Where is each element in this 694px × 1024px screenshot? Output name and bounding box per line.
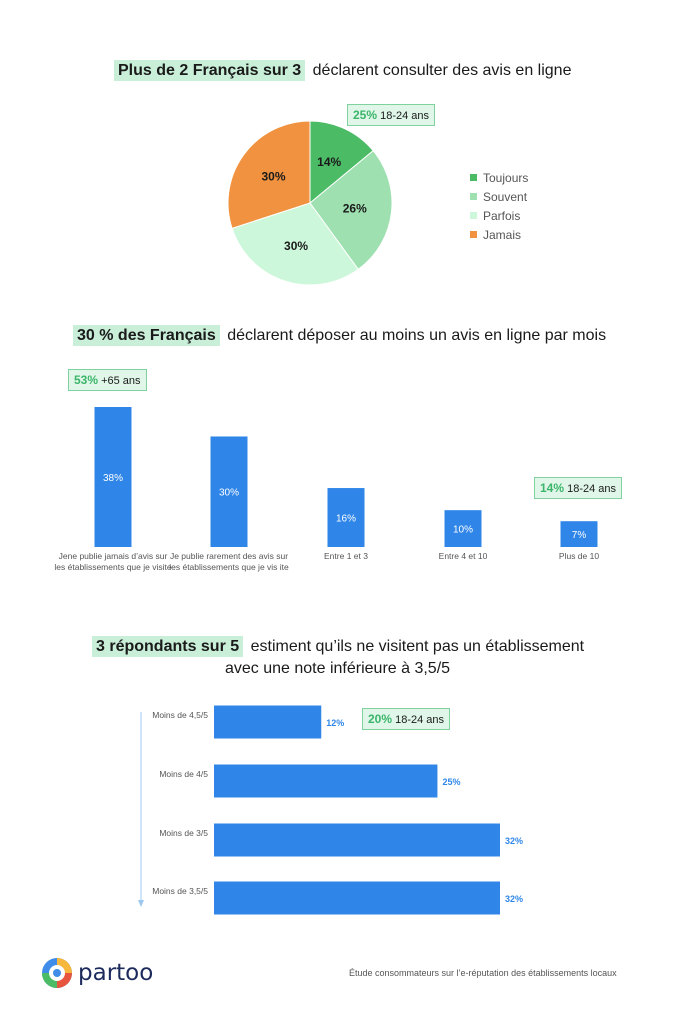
hbar-data-label: 32% <box>505 836 523 846</box>
hbar-data-label: 25% <box>442 777 460 787</box>
legend-item: Toujours <box>470 168 528 187</box>
section3-heading: 3 répondants sur 5 estiment qu’ils ne vi… <box>92 636 585 657</box>
bar-category-label: Plus de 10 <box>558 551 600 561</box>
hbar <box>214 764 438 798</box>
hbar <box>214 823 500 857</box>
horizontal-bar-categories: Moins de 4,5/5 Moins de 4/5 Moins de 3/5 Mo… <box>150 700 210 930</box>
bar-data-label: 38% <box>103 473 123 484</box>
section2-badge-65: 53% +65 ans <box>68 369 147 391</box>
bar-data-label: 7% <box>572 530 587 541</box>
section2-heading: 30 % des Français déclarent déposer au m… <box>73 325 607 346</box>
badge-value: 14% <box>540 481 565 495</box>
legend-label: Souvent <box>483 189 528 204</box>
badge-value: 25% <box>353 108 378 122</box>
hbar-category-label: Moins de 3,5/5 <box>152 886 208 896</box>
pie-data-label: 30% <box>284 239 308 253</box>
legend-swatch <box>470 174 477 181</box>
bar-data-label: 16% <box>336 514 356 525</box>
hbar <box>214 881 500 915</box>
legend-swatch <box>470 212 477 219</box>
pie-slice-toujours <box>309 120 374 205</box>
footer-caption: Étude consommateurs sur l’e-réputation d… <box>349 968 617 978</box>
section1-highlight: Plus de 2 Français sur 3 <box>114 60 306 81</box>
bar <box>94 407 132 547</box>
bar <box>560 521 598 547</box>
vertical-bar-categories: Jene publie jamais d’avis sur les établi… <box>40 551 660 591</box>
section1-heading: Plus de 2 Français sur 3 déclarent consu… <box>114 60 572 81</box>
badge-text: 18-24 ans <box>380 110 430 122</box>
section3-text-line1: estiment qu’ils ne visitent pas un établ… <box>250 638 585 655</box>
pie-data-label: 14% <box>317 155 341 169</box>
section3-heading-line2: avec une note inférieure à 3,5/5 <box>225 660 451 677</box>
pie-legend: Toujours Souvent Parfois Jamais <box>470 168 528 244</box>
badge-text: 18-24 ans <box>567 483 617 495</box>
bar-category-label: Je publie rarement des avis sur les étab… <box>169 551 289 572</box>
pie-data-label: 26% <box>343 202 367 216</box>
hbar-data-label: 12% <box>326 718 344 728</box>
partoo-brand: partoo <box>78 960 154 986</box>
legend-item: Jamais <box>470 225 528 244</box>
legend-swatch <box>470 193 477 200</box>
badge-value: 53% <box>74 373 99 387</box>
section3-badge: 20% 18-24 ans <box>362 708 451 730</box>
pie-slice-souvent <box>309 150 393 271</box>
pie-data-label: 30% <box>261 169 285 183</box>
trend-arrow <box>138 712 144 907</box>
bar-category-label: Jene publie jamais d’avis sur les établi… <box>54 551 172 572</box>
legend-item: Parfois <box>470 206 528 225</box>
hbar <box>214 705 322 739</box>
section1-badge: 25% 18-24 ans <box>347 104 436 126</box>
bar-category-label: Entre 4 et 10 <box>438 551 488 561</box>
bar-category-label: Entre 1 et 3 <box>324 551 368 561</box>
section3-highlight: 3 répondants sur 5 <box>92 636 244 657</box>
hbar-category-label: Moins de 4,5/5 <box>152 710 208 720</box>
bar <box>444 510 482 547</box>
section1-text: déclarent consulter des avis en ligne <box>312 62 572 79</box>
bar <box>327 488 365 547</box>
pie-chart: 14% 26% 30% 30% <box>227 120 393 286</box>
partoo-logo-icon <box>42 958 72 988</box>
badge-value: 20% <box>368 712 393 726</box>
pie-slice-parfois <box>231 202 359 286</box>
partoo-logo: partoo <box>40 956 153 990</box>
legend-label: Toujours <box>483 170 529 185</box>
bar-data-label: 10% <box>453 525 473 536</box>
hbar-data-label: 32% <box>505 894 523 904</box>
hbar-category-label: Moins de 4/5 <box>159 769 208 779</box>
pie-slice-jamais <box>227 120 311 229</box>
legend-label: Parfois <box>483 208 521 223</box>
badge-text: +65 ans <box>101 375 141 387</box>
bar <box>210 436 248 547</box>
legend-label: Jamais <box>483 227 522 242</box>
hbar-category-label: Moins de 3/5 <box>159 828 208 838</box>
bar-data-label: 30% <box>219 488 239 499</box>
legend-item: Souvent <box>470 187 528 206</box>
horizontal-bar-chart: 12% 25% 32% 32% <box>214 705 523 915</box>
section2-highlight: 30 % des Français <box>73 325 220 346</box>
section2-text: déclarent déposer au moins un avis en li… <box>227 327 607 344</box>
legend-swatch <box>470 231 477 238</box>
badge-text: 18-24 ans <box>395 714 445 726</box>
section2-badge-1824: 14% 18-24 ans <box>534 477 623 499</box>
vertical-bar-chart: 38% 30% 16% 10% 7% <box>94 407 598 547</box>
